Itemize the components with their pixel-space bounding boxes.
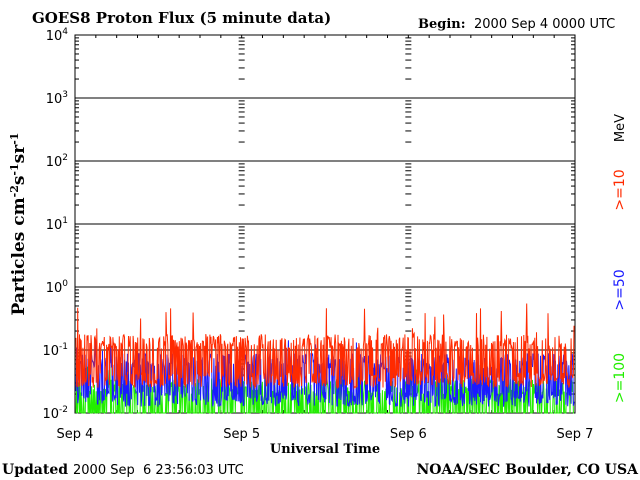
y-tick-label: 100: [46, 279, 69, 296]
x-tick-label: Sep 7: [557, 427, 594, 442]
credit-text: NOAA/SEC Boulder, CO USA: [417, 462, 640, 478]
x-tick-labels: Sep 4 Sep 5 Sep 6 Sep 7: [57, 427, 594, 442]
y-tick-label: 103: [46, 90, 68, 107]
y-tick-label: 101: [46, 216, 68, 233]
series-line: [75, 338, 575, 408]
legend-entry: >=10: [612, 169, 628, 210]
legend-entry: >=50: [612, 269, 628, 310]
y-tick-label: 10-2: [42, 405, 68, 422]
y-axis-label: Particles cm-2s-1sr-1: [8, 133, 29, 316]
series-layer: [75, 303, 575, 414]
updated-label: Updated: [2, 462, 68, 478]
x-tick-label: Sep 5: [223, 427, 260, 442]
legend-entry: >=100: [612, 353, 628, 403]
x-axis-label: Universal Time: [270, 442, 380, 457]
y-tick-labels: 104 103 102 101 100 10-1 10-2: [42, 27, 68, 422]
updated-value: 2000 Sep 6 23:56:03 UTC: [73, 463, 244, 478]
legend: MeV >=10 >=50 >=100: [612, 114, 628, 403]
begin-label: Begin:: [418, 17, 466, 32]
series-line: [75, 303, 575, 390]
x-tick-label: Sep 6: [390, 427, 427, 442]
begin-value: 2000 Sep 4 0000 UTC: [474, 17, 615, 32]
y-tick-label: 10-1: [42, 342, 68, 359]
x-tick-label: Sep 4: [57, 427, 94, 442]
legend-unit: MeV: [613, 114, 628, 142]
y-tick-label: 102: [46, 153, 68, 170]
y-tick-label: 104: [46, 27, 69, 44]
chart-title: GOES8 Proton Flux (5 minute data): [32, 9, 331, 27]
